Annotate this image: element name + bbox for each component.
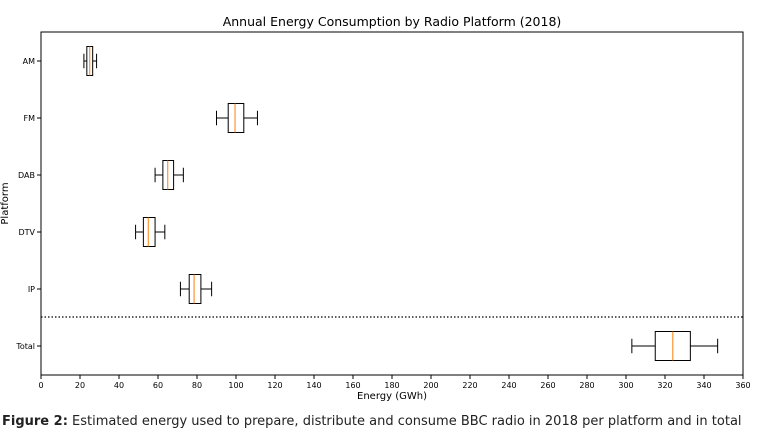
x-tick-label: 40	[114, 381, 124, 390]
box-fm	[216, 103, 258, 133]
box-dtv	[135, 217, 166, 247]
y-tick-label: AM	[23, 57, 35, 66]
chart-title: Annual Energy Consumption by Radio Platf…	[223, 14, 562, 29]
y-axis-label: Platform	[0, 182, 11, 224]
caption-text: Estimated energy used to prepare, distri…	[67, 414, 742, 429]
box-dab	[154, 160, 184, 190]
x-tick-label: 140	[306, 381, 321, 390]
x-tick-label: 340	[696, 381, 711, 390]
x-tick-label: 260	[540, 381, 555, 390]
y-tick-label: FM	[23, 114, 35, 123]
x-tick-label: 240	[501, 381, 516, 390]
boxplot-chart: Annual Energy Consumption by Radio Platf…	[0, 14, 751, 402]
box-am	[83, 46, 98, 76]
x-tick-label: 360	[735, 381, 750, 390]
x-tick-label: 320	[657, 381, 672, 390]
iqr-box	[188, 274, 202, 304]
plot-area-frame	[40, 31, 744, 376]
x-tick-label: 20	[75, 381, 85, 390]
x-tick-label: 0	[38, 381, 43, 390]
iqr-box	[227, 103, 245, 133]
x-tick-label: 200	[423, 381, 438, 390]
x-tick-label: 300	[618, 381, 633, 390]
y-tick-label: IP	[28, 285, 35, 294]
box-ip	[179, 274, 213, 304]
figure-caption: Figure 2: Estimated energy used to prepa…	[2, 414, 742, 429]
caption-label: Figure 2:	[2, 414, 68, 429]
y-tick-label: Total	[15, 342, 35, 351]
box-total	[631, 331, 719, 361]
x-tick-label: 180	[384, 381, 399, 390]
iqr-box	[142, 217, 156, 247]
x-tick-label: 100	[228, 381, 243, 390]
x-tick-label: 160	[345, 381, 360, 390]
x-tick-label: 120	[267, 381, 282, 390]
x-tick-label: 220	[462, 381, 477, 390]
x-axis-label: Energy (GWh)	[357, 391, 427, 402]
x-tick-label: 80	[192, 381, 202, 390]
y-tick-label: DTV	[18, 228, 35, 237]
y-tick-label: DAB	[18, 171, 35, 180]
x-tick-label: 280	[579, 381, 594, 390]
x-tick-label: 60	[153, 381, 163, 390]
